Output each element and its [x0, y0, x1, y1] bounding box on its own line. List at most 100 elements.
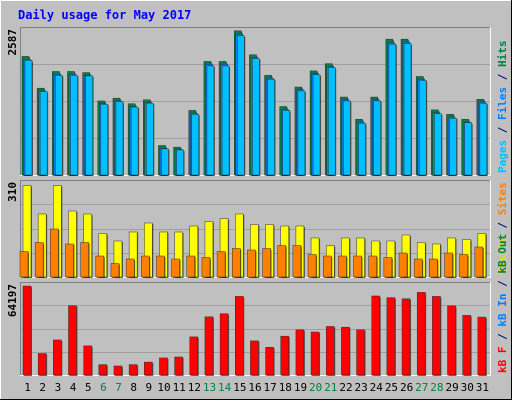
panel-bottom-kb-f-bar-18 — [280, 335, 290, 376]
panel-bottom-kb-f-bar-29 — [447, 305, 457, 376]
panel-bottom-kb-f-bar-25-fill — [386, 297, 396, 376]
panel-middle-sites-bar-14-fill — [216, 251, 226, 278]
panel-bottom-kb-f-bar-20-fill — [310, 331, 320, 376]
panel-top-pages-bar-1-fill — [24, 60, 33, 176]
panel-bottom-kb-f-bar-15-fill — [235, 296, 244, 376]
panel-bottom-kb-f-bar-4 — [68, 305, 78, 376]
panel-bottom-kb-f-bar-25 — [386, 297, 396, 376]
panel-bottom-kb-f-bar-13 — [204, 316, 214, 376]
panel-top-legend-label-3: Files — [496, 87, 509, 120]
panel-top-legend-label-4: / — [496, 67, 509, 87]
panel-middle-sites-bar-30-fill — [459, 254, 468, 278]
panel-bottom-kb-f-bar-7 — [113, 365, 123, 376]
panel-middle-sites-bar-18-fill — [277, 245, 286, 278]
panel-bottom-kb-f-bar-16 — [250, 340, 260, 376]
x-tick-label-2: 2 — [39, 381, 46, 394]
panel-top-pages-bar-1 — [24, 60, 33, 176]
x-tick-label-16: 16 — [248, 381, 261, 394]
panel-top-pages-bar-9-fill — [146, 102, 154, 176]
panel-top-pages-bar-4-fill — [70, 75, 78, 176]
panel-top-pages-bar-6 — [100, 104, 109, 176]
panel-top-pages-bar-30 — [464, 122, 473, 176]
panel-top-pages-bar-22 — [343, 100, 352, 176]
panel-top-pages-bar-15-fill — [237, 35, 245, 176]
panel-middle-sites-bar-4 — [65, 243, 75, 278]
panel-bottom-kb-f-bar-22-fill — [341, 326, 350, 376]
panel-bottom-kb-f-bar-7-fill — [113, 365, 123, 376]
x-tick-label-15: 15 — [233, 381, 246, 394]
panel-bottom-kb-f-bar-11-fill — [174, 356, 183, 376]
panel-middle-legend: Visits / Sites — [496, 182, 509, 275]
panel-middle-sites-bar-23-fill — [353, 255, 362, 278]
panel-top-pages-bar-13-fill — [206, 65, 215, 176]
panel-middle-sites-bar-8-fill — [125, 258, 135, 278]
panel-bottom-kb-f-bar-4-fill — [68, 305, 77, 376]
panel-middle-sites-bar-26-fill — [398, 252, 408, 278]
panel-middle-sites-bar-21-fill — [322, 255, 332, 278]
panel-bottom-kb-f-bar-2 — [37, 353, 48, 376]
panel-middle-sites-bar-23 — [353, 255, 363, 278]
panel-middle-sites-bar-11 — [171, 258, 181, 278]
panel-top-pages-bar-21 — [327, 67, 337, 176]
panel-middle-legend-label-1: Visits — [496, 235, 509, 275]
panel-top-pages-bar-24 — [373, 100, 382, 176]
panel-bottom-kb-f-bar-26 — [401, 298, 412, 376]
panel-middle-sites-bar-16 — [247, 249, 257, 278]
panel-top-pages-bar-23 — [358, 122, 367, 176]
panel-top-pages-bar-20-fill — [312, 74, 321, 176]
panel-middle-legend-label-2: / — [496, 215, 509, 235]
panel-top-pages-bar-2-fill — [39, 91, 48, 176]
panel-top-pages-bar-5 — [85, 75, 94, 176]
panel-top-pages-bar-16-fill — [252, 58, 260, 176]
panel-bottom-max-label: 64197 — [6, 284, 19, 317]
panel-middle-sites-bar-7 — [110, 263, 120, 278]
panel-middle-sites-bar-6 — [95, 255, 105, 278]
panel-bottom-kb-f-bar-18-fill — [280, 335, 289, 376]
panel-middle-sites-bar-17 — [262, 248, 272, 278]
x-tick-label-31: 31 — [476, 381, 489, 394]
panel-top-pages-bar-6-fill — [100, 104, 109, 176]
panel-top-pages-bar-16 — [252, 58, 261, 176]
x-tick-label-20: 20 — [309, 381, 322, 394]
panel-top-pages-bar-26-fill — [403, 43, 412, 176]
panel-bottom-kb-f-bar-27 — [416, 292, 427, 376]
x-tick-label-27: 27 — [415, 381, 428, 394]
panel-middle-sites-bar-13-fill — [201, 257, 211, 278]
panel-bottom-kb-f-bar-1 — [22, 285, 32, 376]
panel-middle-sites-bar-28-fill — [429, 258, 438, 278]
panel-middle-sites-bar-15 — [232, 248, 242, 278]
panel-bottom-kb-f-bar-31-fill — [477, 316, 487, 376]
panel-bottom-kb-f-bar-26-fill — [401, 298, 411, 376]
panel-middle-sites-bar-9-fill — [141, 255, 150, 278]
panel-top-pages-bar-31-fill — [479, 102, 488, 176]
panel-middle-sites-bar-2 — [34, 242, 45, 278]
panel-top-pages-bar-24-fill — [373, 100, 381, 176]
panel-bottom-legend: kB F / kB In / kB Out — [496, 234, 509, 373]
panel-top-pages-bar-29 — [449, 117, 458, 176]
panel-top-pages-bar-19 — [297, 90, 306, 176]
panel-middle-sites-bar-24-fill — [368, 255, 377, 278]
panel-middle-sites-bar-3-fill — [50, 228, 59, 278]
panel-middle-sites-bar-21 — [322, 255, 333, 278]
panel-middle-sites-bar-17-fill — [262, 248, 271, 278]
panel-middle-sites-bar-19 — [292, 245, 302, 278]
panel-bottom-legend-label-1: kB F — [496, 347, 509, 374]
panel-middle-sites-bar-1-fill — [19, 251, 29, 278]
panel-middle-sites-bar-16-fill — [247, 249, 256, 278]
panel-top-legend-label-5: Hits — [496, 41, 509, 68]
panel-bottom-kb-f-bar-17-fill — [265, 347, 274, 376]
panel-top-pages-bar-23-fill — [358, 122, 366, 176]
x-tick-label-23: 23 — [355, 381, 368, 394]
panel-top-pages-bar-14 — [221, 65, 231, 176]
panel-middle-sites-bar-12 — [186, 255, 196, 278]
panel-middle-sites-bar-8 — [125, 258, 136, 278]
x-tick-label-11: 11 — [173, 381, 186, 394]
panel-middle-sites-bar-22-fill — [338, 255, 347, 278]
panel-bottom-kb-f-bar-3 — [53, 339, 63, 376]
panel-middle-sites-bar-14 — [216, 251, 227, 278]
panel-top-pages-bar-18-fill — [282, 110, 290, 176]
x-tick-label-5: 5 — [85, 381, 92, 394]
panel-top-pages-bar-11 — [176, 149, 185, 176]
panel-top-pages-bar-31 — [479, 102, 488, 176]
panel-bottom-kb-f-bar-23 — [356, 329, 366, 376]
